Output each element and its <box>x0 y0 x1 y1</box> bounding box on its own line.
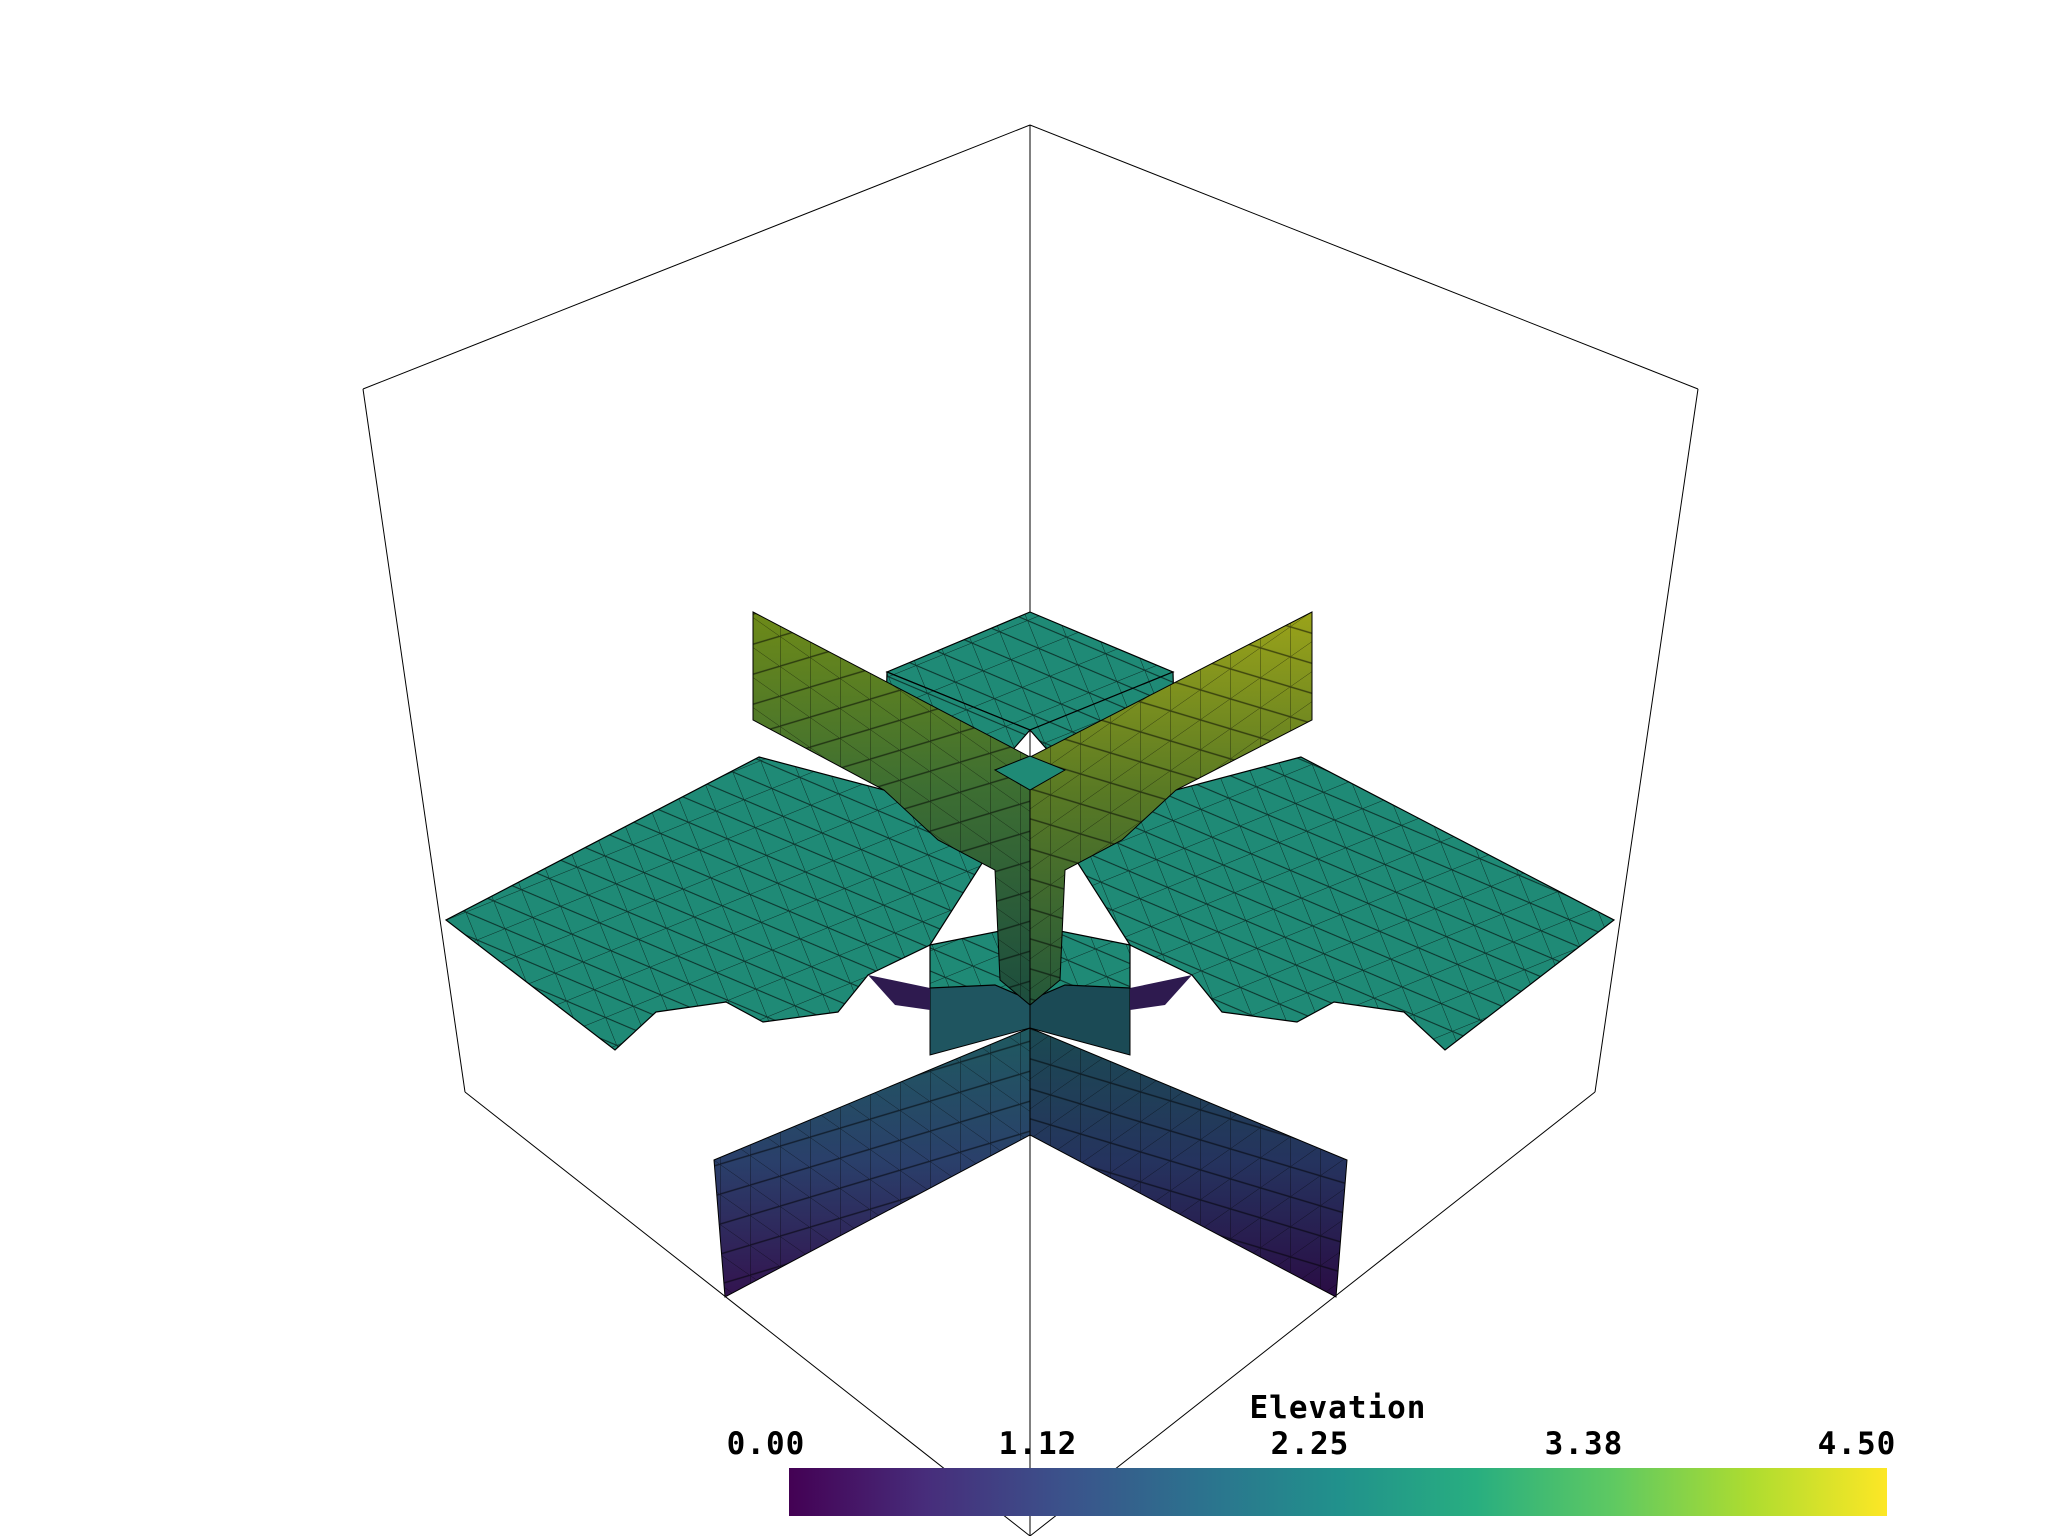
scalar-bar-tick-2: 2.25 <box>1271 1426 1350 1462</box>
underside-right <box>1130 975 1192 1010</box>
scalar-bar: Elevation 0.00 1.12 2.25 3.38 4.50 <box>727 1390 1897 1516</box>
upper-wall-right <box>1029 611 1313 1007</box>
scalar-bar-tick-1: 1.12 <box>999 1426 1078 1462</box>
scalar-bar-tick-4: 4.50 <box>1818 1426 1897 1462</box>
scalar-bar-tick-0: 0.00 <box>727 1426 806 1462</box>
horizontal-slice <box>444 611 1616 1051</box>
scalar-bar-title: Elevation <box>1250 1390 1427 1426</box>
scalar-bar-gradient <box>789 1468 1887 1516</box>
scalar-bar-tick-3: 3.38 <box>1545 1426 1624 1462</box>
underside-left <box>868 975 930 1010</box>
lower-wall-right <box>1029 1027 1348 1298</box>
center-notch <box>993 755 1067 791</box>
lower-wall-left <box>713 1027 1031 1298</box>
